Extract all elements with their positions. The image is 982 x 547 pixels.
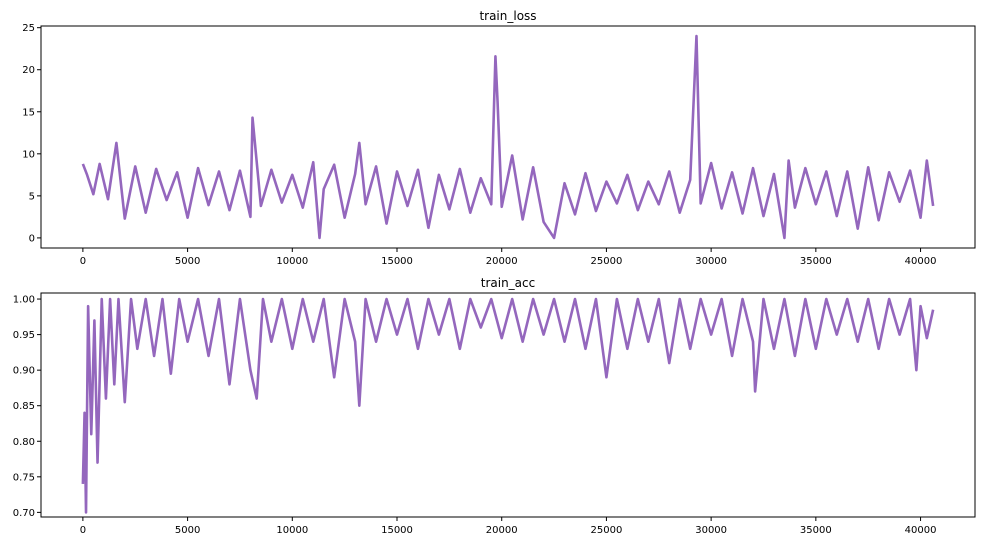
x-tick-label: 40000 bbox=[905, 256, 937, 267]
x-tick-label: 0 bbox=[80, 256, 86, 267]
y-tick-label: 15 bbox=[22, 107, 35, 118]
plot-frame bbox=[40, 25, 976, 249]
series-line-train-acc bbox=[81, 297, 935, 514]
x-tick-label: 25000 bbox=[591, 256, 623, 267]
x-tick-label: 0 bbox=[80, 525, 86, 536]
x-tick-label: 25000 bbox=[591, 525, 623, 536]
x-tick-label: 5000 bbox=[175, 525, 200, 536]
x-tick-label: 15000 bbox=[381, 256, 413, 267]
chart-panel-train-acc: train_acc 0 5000 10000 15000 20000 25000 30000 3… bbox=[13, 276, 976, 536]
x-tick-label: 35000 bbox=[800, 525, 832, 536]
x-tick-label: 20000 bbox=[486, 256, 518, 267]
x-tick-label: 30000 bbox=[695, 256, 727, 267]
y-tick-label: 0.70 bbox=[13, 508, 35, 519]
x-tick-label: 35000 bbox=[800, 256, 832, 267]
y-tick-label: 20 bbox=[22, 65, 35, 76]
chart-panel-train-loss: train_loss 0 5000 10000 15000 20000 25000 30000… bbox=[22, 9, 976, 267]
y-tick-label: 0.75 bbox=[13, 472, 35, 483]
x-tick-label: 10000 bbox=[276, 256, 308, 267]
chart-title: train_loss bbox=[479, 9, 536, 23]
y-tick-label: 10 bbox=[22, 149, 35, 160]
plot-frame bbox=[40, 292, 976, 518]
x-tick-label: 30000 bbox=[695, 525, 727, 536]
y-tick-label: 25 bbox=[22, 23, 35, 34]
y-tick-label: 0.90 bbox=[13, 366, 35, 377]
x-tick-label: 15000 bbox=[381, 525, 413, 536]
x-tick-label: 5000 bbox=[175, 256, 200, 267]
y-tick-label: 1.00 bbox=[13, 295, 35, 306]
y-tick-label: 0.85 bbox=[13, 401, 35, 412]
y-tick-label: 0.95 bbox=[13, 330, 35, 341]
chart-title: train_acc bbox=[481, 276, 535, 290]
y-tick-label: 5 bbox=[29, 191, 35, 202]
y-tick-label: 0.80 bbox=[13, 437, 35, 448]
series-line-train-loss bbox=[81, 34, 935, 240]
x-tick-label: 20000 bbox=[486, 525, 518, 536]
y-tick-label: 0 bbox=[29, 233, 35, 244]
x-tick-label: 10000 bbox=[276, 525, 308, 536]
x-tick-label: 40000 bbox=[905, 525, 937, 536]
